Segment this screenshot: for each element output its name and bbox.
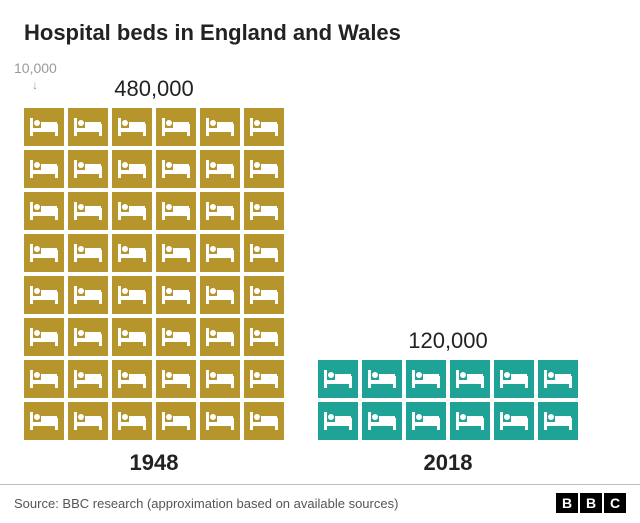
bed-icon: [24, 108, 64, 146]
bbc-logo: BBC: [556, 493, 626, 513]
bed-icon: [112, 192, 152, 230]
bed-icon: [68, 276, 108, 314]
chart-title: Hospital beds in England and Wales: [24, 20, 616, 46]
bed-icon: [200, 150, 240, 188]
bed-icon: [450, 402, 490, 440]
bed-icon: [406, 360, 446, 398]
bed-icon: [68, 192, 108, 230]
bed-icon: [68, 234, 108, 272]
bed-icon: [538, 360, 578, 398]
footer: Source: BBC research (approximation base…: [0, 484, 640, 523]
total-label: 120,000: [318, 328, 578, 354]
bed-icon: [244, 276, 284, 314]
bed-icon: [156, 192, 196, 230]
bed-icon: [156, 150, 196, 188]
icon-grid: [318, 360, 578, 440]
bed-icon: [68, 150, 108, 188]
bed-icon: [318, 402, 358, 440]
bed-icon: [244, 360, 284, 398]
bed-icon: [68, 318, 108, 356]
bed-icon: [24, 402, 64, 440]
bed-icon: [200, 192, 240, 230]
bed-icon: [156, 402, 196, 440]
bbc-block: B: [580, 493, 602, 513]
bed-icon: [244, 150, 284, 188]
bed-icon: [112, 234, 152, 272]
bed-icon: [112, 108, 152, 146]
bed-icon: [24, 234, 64, 272]
bed-icon: [112, 276, 152, 314]
year-label: 1948: [130, 450, 179, 476]
bbc-block: B: [556, 493, 578, 513]
icon-grid: [24, 108, 284, 440]
bed-icon: [244, 234, 284, 272]
bed-icon: [24, 276, 64, 314]
source-text: Source: BBC research (approximation base…: [14, 496, 398, 511]
bed-icon: [68, 108, 108, 146]
bed-icon: [244, 108, 284, 146]
series-2018: 120,000: [318, 328, 578, 476]
unit-label: 10,000: [14, 60, 57, 76]
charts-row: 10,000↓480,000: [24, 64, 616, 476]
bed-icon: [68, 402, 108, 440]
bed-icon: [406, 402, 446, 440]
bbc-block: C: [604, 493, 626, 513]
bed-icon: [112, 150, 152, 188]
bed-icon: [362, 360, 402, 398]
bed-icon: [244, 402, 284, 440]
bed-icon: [318, 360, 358, 398]
bed-icon: [538, 402, 578, 440]
bed-icon: [450, 360, 490, 398]
bed-icon: [156, 360, 196, 398]
bed-icon: [200, 402, 240, 440]
bed-icon: [244, 192, 284, 230]
bed-icon: [494, 360, 534, 398]
bed-icon: [112, 360, 152, 398]
bed-icon: [244, 318, 284, 356]
bed-icon: [156, 276, 196, 314]
bed-icon: [200, 318, 240, 356]
bed-icon: [112, 402, 152, 440]
bed-icon: [24, 150, 64, 188]
bed-icon: [200, 234, 240, 272]
bed-icon: [24, 318, 64, 356]
bed-icon: [24, 192, 64, 230]
bed-icon: [112, 318, 152, 356]
bed-icon: [68, 360, 108, 398]
column-header: 10,000↓480,000: [24, 64, 284, 102]
bed-icon: [156, 318, 196, 356]
bed-icon: [200, 276, 240, 314]
bed-icon: [156, 108, 196, 146]
total-label: 480,000: [24, 76, 284, 102]
series-1948: 10,000↓480,000: [24, 64, 284, 476]
bed-icon: [362, 402, 402, 440]
bed-icon: [494, 402, 534, 440]
bed-icon: [156, 234, 196, 272]
bed-icon: [200, 108, 240, 146]
bed-icon: [200, 360, 240, 398]
bed-icon: [24, 360, 64, 398]
year-label: 2018: [424, 450, 473, 476]
